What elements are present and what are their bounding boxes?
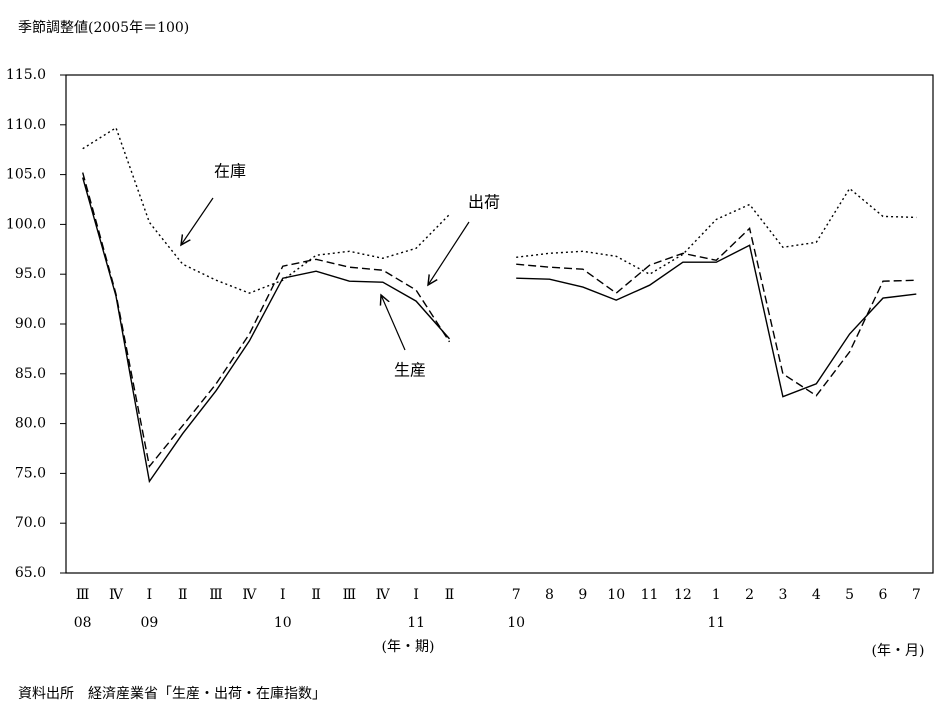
x-tick-label: Ⅱ	[311, 587, 321, 603]
x-tick-label: 4	[812, 587, 821, 603]
x-tick-label: 7	[912, 587, 921, 603]
x-tick-label: 5	[845, 587, 854, 603]
arrow	[181, 197, 214, 245]
x-tick-label: 11	[641, 587, 659, 603]
y-tick-label: 95.0	[15, 266, 46, 282]
x-tick-label: 7	[512, 587, 521, 603]
x-tick-label: 10	[607, 587, 625, 603]
y-tick-label: 65.0	[15, 565, 46, 581]
series-annotation: 出荷	[468, 193, 500, 212]
y-tick-label: 75.0	[15, 465, 46, 481]
x-tick-label: Ⅳ	[376, 587, 391, 603]
x-tick-label: Ⅰ	[280, 587, 286, 603]
x-tick-label: 3	[778, 587, 787, 603]
x-tick-label: 12	[674, 587, 692, 603]
year-label: 09	[140, 615, 158, 631]
x-tick-label: 9	[578, 587, 587, 603]
x-unit: (年・期)	[382, 639, 435, 655]
y-tick-label: 80.0	[15, 416, 46, 432]
x-tick-label: Ⅱ	[445, 587, 455, 603]
year-label: 11	[707, 615, 725, 631]
y-tick-label: 85.0	[15, 366, 46, 382]
year-label: 11	[407, 615, 425, 631]
year-label: 10	[274, 615, 292, 631]
y-tick-label: 115.0	[6, 67, 46, 83]
x-tick-label: Ⅲ	[209, 587, 223, 603]
series-line	[82, 177, 917, 484]
x-tick-label: Ⅲ	[343, 587, 357, 603]
x-tick-label: 8	[545, 587, 554, 603]
y-tick-label: 70.0	[15, 515, 46, 531]
series-line	[82, 172, 917, 469]
x-tick-label: Ⅲ	[76, 587, 90, 603]
x-unit: (年・月)	[872, 643, 925, 659]
series-annotation: 生産	[394, 361, 426, 380]
y-tick-label: 105.0	[6, 167, 46, 183]
chart-title: 季節調整値(2005年＝100)	[18, 19, 189, 36]
source: 資料出所 経済産業省「生産・出荷・在庫指数」	[18, 685, 326, 702]
x-tick-label: Ⅰ	[413, 587, 419, 603]
series-line	[82, 126, 917, 294]
plot-frame	[65, 74, 934, 574]
y-tick-label: 100.0	[6, 216, 46, 232]
series-annotation: 在庫	[214, 162, 246, 181]
y-tick-label: 90.0	[15, 316, 46, 332]
y-tick-label: 110.0	[6, 117, 46, 133]
x-tick-label: Ⅳ	[109, 587, 124, 603]
x-tick-label: Ⅳ	[242, 587, 257, 603]
x-tick-label: Ⅱ	[178, 587, 188, 603]
x-tick-label: 1	[712, 587, 721, 603]
year-label: 10	[507, 615, 525, 631]
arrow	[381, 295, 406, 351]
year-label: 08	[74, 615, 92, 631]
x-tick-label: 6	[879, 587, 888, 603]
x-tick-label: 2	[745, 587, 754, 603]
x-tick-label: Ⅰ	[147, 587, 153, 603]
arrow	[428, 221, 470, 285]
